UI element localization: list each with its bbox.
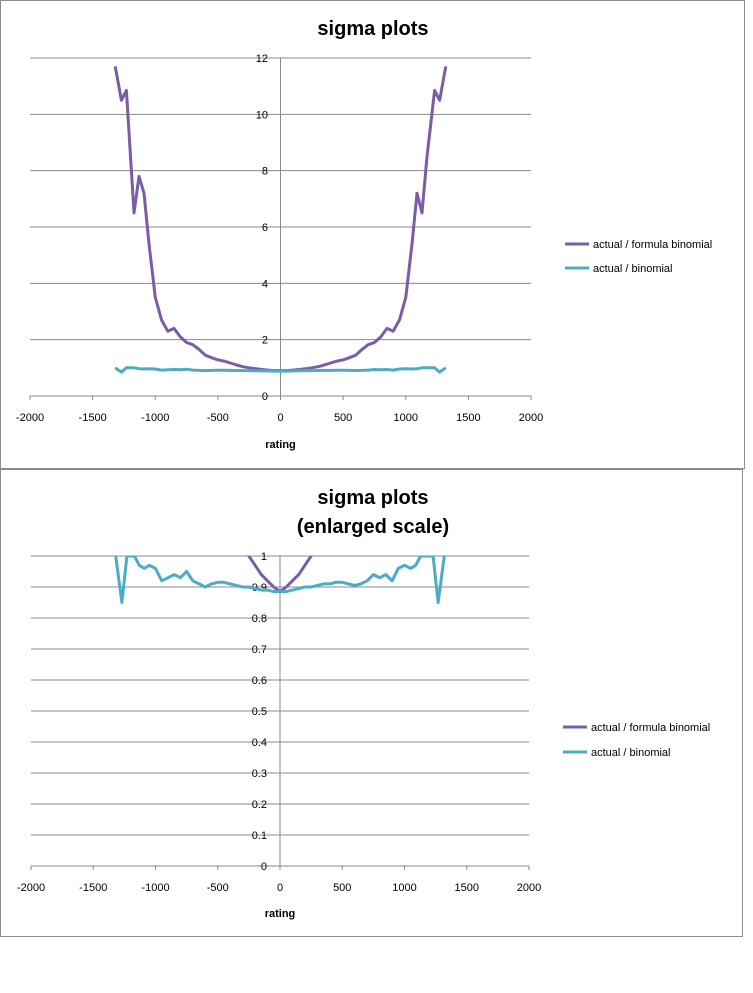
x-tick-label: -1000: [141, 412, 169, 424]
legend-label: actual / binomial: [593, 263, 673, 275]
y-tick-label: 12: [256, 53, 268, 65]
x-tick-label: 1000: [392, 882, 416, 894]
y-tick-label: 0.5: [252, 706, 267, 718]
chart-sigma-plots-enlarged: sigma plots (enlarged scale) 0 0.1 0.2 0.3 0.4…: [17, 487, 710, 920]
y-tick-label: 0.1: [252, 830, 267, 842]
x-tick-label: 0: [277, 412, 283, 424]
y-tick-label: 10: [256, 109, 268, 121]
x-tick-label: -2000: [17, 882, 45, 894]
x-tick-label: 0: [277, 882, 283, 894]
y-tick-label: 1: [261, 551, 267, 563]
x-tick-label: 2000: [517, 882, 541, 894]
x-tick-label: -500: [207, 412, 229, 424]
x-tick-label: 500: [334, 412, 352, 424]
x-tick-label: 1500: [455, 882, 479, 894]
chart-panel-sigma-plots-enlarged: sigma plots (enlarged scale) 0 0.1 0.2 0.3 0.4…: [0, 469, 743, 937]
chart-title: sigma plots: [317, 487, 428, 509]
y-tick-label: 8: [262, 166, 268, 178]
y-tick-label: 6: [262, 222, 268, 234]
x-tick-label: -1000: [141, 882, 169, 894]
x-axis-title: rating: [265, 908, 296, 920]
x-tick-label: -500: [207, 882, 229, 894]
y-tick-label: 0: [261, 861, 267, 873]
y-tick-label: 0.8: [252, 613, 267, 625]
x-tick-label: 1000: [394, 412, 418, 424]
y-tick-label: 0.3: [252, 768, 267, 780]
x-tick-label: 2000: [519, 412, 543, 424]
x-axis-title: rating: [265, 439, 296, 451]
y-tick-label: 2: [262, 335, 268, 347]
x-tick-label: -1500: [79, 412, 107, 424]
x-tick-label: 1500: [456, 412, 480, 424]
legend-label: actual / formula binomial: [591, 722, 710, 734]
y-tick-label: 0.2: [252, 799, 267, 811]
legend-label: actual / formula binomial: [593, 239, 712, 251]
series-line-actual-binomial: [114, 556, 446, 604]
chart-panel-sigma-plots: sigma plots 0 2 4 6 8 10 12 -2000 -1500 -1000 -500 0…: [0, 0, 745, 469]
x-tick-label: -2000: [16, 412, 44, 424]
x-tick-label: 500: [333, 882, 351, 894]
y-tick-label: 4: [262, 278, 268, 290]
series-line-actual-binomial: [114, 366, 447, 374]
y-tick-label: 0.6: [252, 675, 267, 687]
x-tick-label: -1500: [79, 882, 107, 894]
chart-sigma-plots: sigma plots 0 2 4 6 8 10 12 -2000 -1500 -1000 -500 0…: [16, 18, 712, 451]
legend-label: actual / binomial: [591, 747, 671, 759]
chart-title: (enlarged scale): [297, 516, 449, 538]
y-tick-label: 0.4: [252, 737, 267, 749]
chart-title: sigma plots: [317, 18, 428, 40]
y-tick-label: 0: [262, 391, 268, 403]
y-tick-label: 0.7: [252, 644, 267, 656]
